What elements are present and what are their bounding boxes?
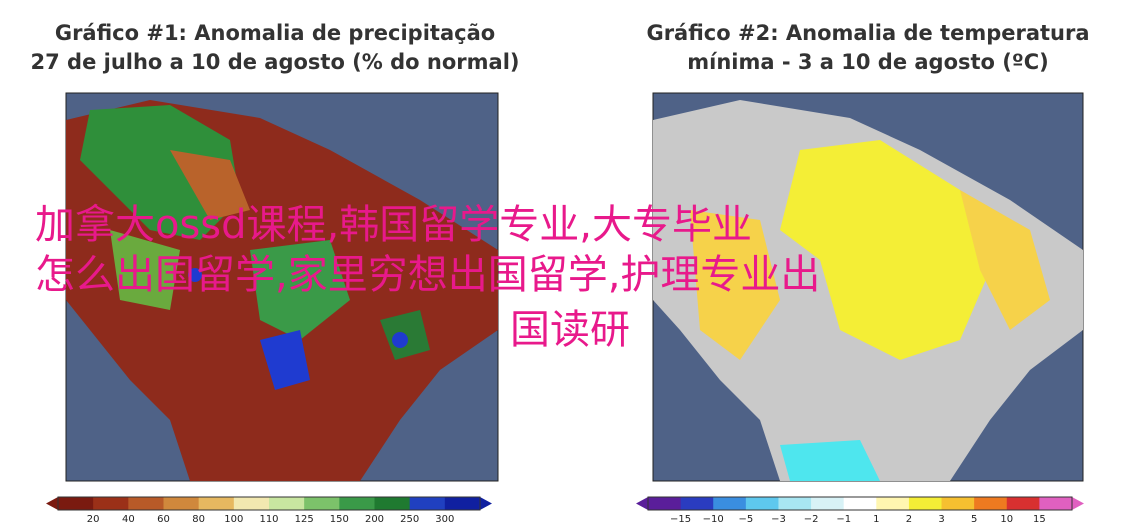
colorbar-label: 10: [1000, 514, 1013, 525]
colorbar-segment: [409, 497, 446, 510]
colorbar-segment: [444, 497, 481, 510]
overlay-line: 怎么出国留学,家里穷想出国留学,护理专业出: [35, 252, 820, 298]
right-title-1: Gráfico #2: Anomalia de temperatura: [646, 21, 1089, 45]
colorbar-segment: [941, 497, 975, 510]
colorbar-label: 20: [87, 514, 100, 525]
colorbar-segment: [269, 497, 305, 510]
colorbar-end: [1072, 497, 1084, 510]
colorbar-end: [46, 497, 58, 510]
colorbar-end: [480, 497, 492, 510]
overlay-line: 国读研: [510, 307, 630, 353]
colorbar-segment: [745, 497, 779, 510]
colorbar-segment: [843, 497, 877, 510]
colorbar-segment: [128, 497, 164, 510]
colorbar-label: −2: [804, 514, 819, 525]
colorbar-segment: [713, 497, 747, 510]
colorbar-label: 200: [365, 514, 384, 525]
colorbar-label: −3: [771, 514, 786, 525]
colorbar-segment: [680, 497, 714, 510]
colorbar-segment: [908, 497, 943, 510]
colorbar-label: 1: [873, 514, 879, 525]
overlay-line: 加拿大ossd课程,韩国留学专业,大专毕业: [35, 202, 752, 248]
right-colorbar: −15 −10 −5 −3 −2 −1 1 2 3 5 10 15: [636, 496, 1084, 525]
colorbar-segment: [339, 497, 375, 510]
colorbar-label: 60: [157, 514, 170, 525]
colorbar-end: [636, 497, 648, 510]
colorbar-segment: [876, 497, 910, 510]
right-map: [652, 92, 1084, 482]
colorbar-segment: [198, 497, 235, 510]
left-title-2: 27 de julho a 10 de agosto (% do normal): [31, 50, 520, 74]
colorbar-segment: [233, 497, 270, 510]
colorbar-label: 2: [906, 514, 912, 525]
colorbar-label: 300: [435, 514, 454, 525]
colorbar-label: 40: [122, 514, 135, 525]
colorbar-label: 150: [330, 514, 349, 525]
colorbar-frame: [57, 496, 481, 511]
colorbar-label: −5: [738, 514, 753, 525]
colorbar-segment: [778, 497, 812, 510]
colorbar-label: 15: [1033, 514, 1046, 525]
colorbar-label: −15: [670, 514, 691, 525]
colorbar-segment: [974, 497, 1008, 510]
colorbar-label: 100: [224, 514, 243, 525]
colorbar-label: 5: [971, 514, 977, 525]
colorbar-label: −10: [703, 514, 724, 525]
colorbar-label: 250: [400, 514, 419, 525]
colorbar-segment: [1039, 497, 1073, 510]
colorbar-segment: [58, 497, 94, 510]
colorbar-segment: [811, 497, 845, 510]
left-colorbar: 20 40 60 80 100 110 125 150 200 250 300: [46, 496, 492, 525]
colorbar-segment: [648, 497, 682, 510]
colorbar-label: 3: [938, 514, 944, 525]
colorbar-segment: [374, 497, 411, 510]
colorbar-label: 80: [192, 514, 205, 525]
left-title-1: Gráfico #1: Anomalia de precipitação: [55, 21, 495, 45]
left-map: [65, 92, 499, 482]
colorbar-segment: [1006, 497, 1040, 510]
colorbar-segment: [163, 497, 200, 510]
colorbar-segment: [304, 497, 340, 510]
colorbar-label: −1: [836, 514, 851, 525]
colorbar-label: 110: [259, 514, 278, 525]
colorbar-label: 125: [295, 514, 314, 525]
colorbar-segment: [93, 497, 129, 510]
colorbar-frame: [647, 496, 1073, 511]
right-title-2: mínima - 3 a 10 de agosto (ºC): [687, 50, 1049, 74]
